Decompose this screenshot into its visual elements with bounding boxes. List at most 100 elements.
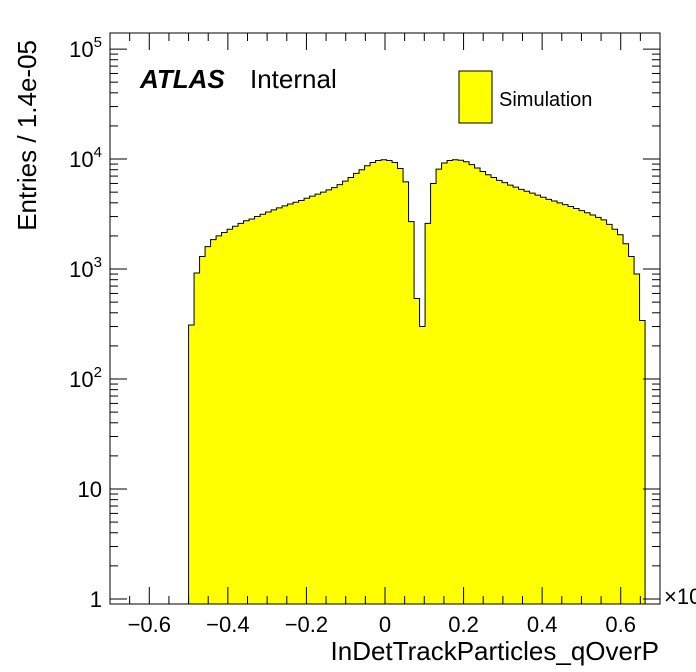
x-tick-label: −0.6 (128, 612, 171, 637)
histogram-bin (381, 159, 387, 604)
histogram-bin (540, 197, 547, 604)
histogram-bin (238, 223, 244, 604)
histogram-bin (364, 165, 371, 604)
histogram-bin (194, 273, 200, 604)
y-tick-label: 10 (78, 477, 102, 502)
histogram-bin (287, 204, 294, 604)
histogram-bin (518, 189, 525, 604)
histogram-bin (584, 212, 591, 605)
histogram-bin (408, 221, 415, 604)
histogram-bin (496, 180, 503, 604)
histogram-bin (370, 162, 376, 604)
atlas-internal-label: Internal (250, 64, 337, 94)
histogram-bin (326, 189, 332, 604)
histogram-bin (469, 164, 475, 604)
histogram-bin (639, 320, 646, 604)
x-tick-label: −0.4 (206, 612, 249, 637)
histogram-bin (419, 326, 426, 604)
x-tick-label: −0.2 (285, 612, 328, 637)
histogram-bin (188, 324, 195, 604)
histogram-bin (452, 159, 459, 604)
y-tick-label: 1 (90, 587, 102, 612)
histogram-bin (436, 169, 442, 604)
histogram-outline (188, 159, 646, 604)
legend-swatch (458, 70, 493, 124)
histogram-bin (474, 167, 481, 604)
histogram-bin (430, 183, 437, 604)
histogram-bin (557, 202, 563, 604)
histogram-bin (271, 209, 277, 604)
x-tick-label: 0.6 (605, 612, 636, 637)
histogram-bin (221, 232, 228, 604)
histogram-bin (595, 217, 602, 605)
histogram-bin (249, 219, 255, 604)
histogram-bin (617, 234, 624, 605)
histogram-bin (579, 210, 585, 604)
histogram-bin (458, 160, 464, 604)
histogram-bin (535, 195, 541, 605)
histogram-bin (227, 229, 233, 604)
histogram-bin (298, 200, 305, 605)
histogram-bin (612, 229, 618, 604)
histogram-bin (480, 171, 486, 604)
histogram-bin (353, 173, 360, 604)
histogram-bin (199, 256, 206, 604)
histogram-bin (331, 187, 338, 605)
histogram-bin (441, 163, 448, 604)
histogram-bin (491, 177, 497, 604)
y-tick-label: 105 (69, 34, 102, 62)
histogram-bin (397, 168, 404, 604)
histogram-bin (546, 199, 552, 605)
histogram-bin (414, 298, 420, 604)
x-tick-label: 0.2 (448, 612, 479, 637)
histogram-bin (502, 182, 508, 604)
histogram-bin (254, 216, 261, 604)
histogram-bin (320, 192, 327, 604)
histogram-bin (205, 246, 211, 604)
histogram-bin (551, 201, 558, 604)
histogram-bin (573, 208, 580, 604)
histogram-bin (304, 198, 310, 604)
histogram-bin (232, 226, 239, 605)
histogram-bin (342, 181, 349, 604)
histogram-bin (216, 235, 222, 605)
atlas-label: ATLAS (139, 64, 225, 94)
histogram-bin (562, 204, 569, 604)
histogram-outline-path (188, 159, 646, 604)
histogram-bin (463, 161, 470, 604)
x-axis-multiplier: ×10 (664, 584, 696, 609)
histogram-bin (529, 193, 536, 604)
x-tick-label: 0 (379, 612, 391, 637)
histogram-bars (188, 159, 646, 605)
histogram-bin (606, 224, 613, 604)
legend-label-simulation: Simulation (499, 89, 592, 111)
histogram-bin (359, 169, 365, 604)
histogram-bin (590, 214, 596, 605)
histogram-bin (628, 256, 635, 604)
histogram-bin (210, 239, 217, 604)
histogram-bin (623, 243, 629, 604)
histogram-bin (260, 214, 266, 605)
histogram-bin (243, 220, 250, 604)
histogram-bin (507, 185, 514, 604)
histogram-bin (524, 191, 530, 604)
x-axis-title: InDetTrackParticles_qOverP (331, 636, 659, 666)
axis-ticks (110, 33, 660, 604)
histogram-bin (293, 202, 299, 604)
histogram-bin (348, 177, 354, 604)
histogram-bin (485, 174, 492, 605)
histogram-bin (568, 206, 574, 605)
histogram-bin (265, 212, 272, 604)
y-axis-title: Entries / 1.4e-05 (12, 40, 42, 231)
histogram-bin (634, 274, 640, 604)
histogram-bin (447, 160, 453, 604)
histogram-bin (315, 194, 321, 605)
histogram-bin (392, 162, 398, 604)
histogram-bin (601, 219, 607, 604)
histogram-bin (337, 184, 343, 604)
histogram-bin (276, 207, 283, 604)
histogram-bin (309, 196, 316, 604)
histogram-bin (425, 223, 431, 604)
